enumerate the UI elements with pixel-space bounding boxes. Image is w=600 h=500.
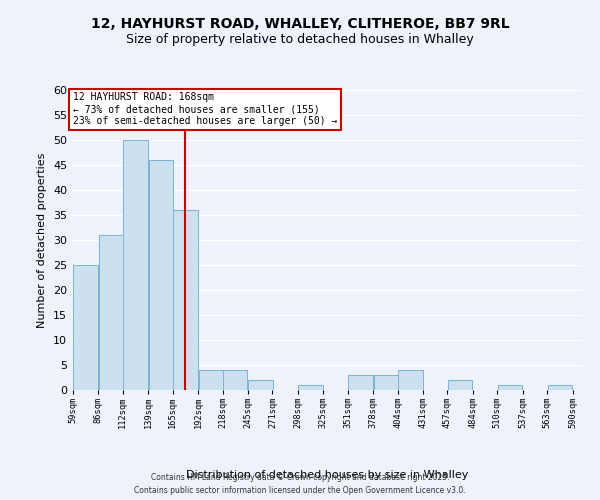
Bar bbox=[248, 380, 273, 390]
Bar bbox=[199, 370, 223, 390]
Bar bbox=[498, 385, 522, 390]
Bar bbox=[123, 140, 148, 390]
Bar bbox=[374, 375, 398, 390]
Text: 12, HAYHURST ROAD, WHALLEY, CLITHEROE, BB7 9RL: 12, HAYHURST ROAD, WHALLEY, CLITHEROE, B… bbox=[91, 18, 509, 32]
Bar bbox=[348, 375, 373, 390]
Text: Contains HM Land Registry data © Crown copyright and database right 2025.
Contai: Contains HM Land Registry data © Crown c… bbox=[134, 473, 466, 495]
Bar bbox=[173, 210, 197, 390]
Y-axis label: Number of detached properties: Number of detached properties bbox=[37, 152, 47, 328]
Bar bbox=[398, 370, 422, 390]
Bar bbox=[99, 235, 123, 390]
Bar bbox=[149, 160, 173, 390]
X-axis label: Distribution of detached houses by size in Whalley: Distribution of detached houses by size … bbox=[186, 470, 468, 480]
Bar bbox=[298, 385, 323, 390]
Bar bbox=[448, 380, 472, 390]
Bar bbox=[548, 385, 572, 390]
Bar bbox=[73, 265, 98, 390]
Text: 12 HAYHURST ROAD: 168sqm
← 73% of detached houses are smaller (155)
23% of semi-: 12 HAYHURST ROAD: 168sqm ← 73% of detach… bbox=[73, 92, 337, 126]
Text: Size of property relative to detached houses in Whalley: Size of property relative to detached ho… bbox=[126, 32, 474, 46]
Bar bbox=[223, 370, 247, 390]
